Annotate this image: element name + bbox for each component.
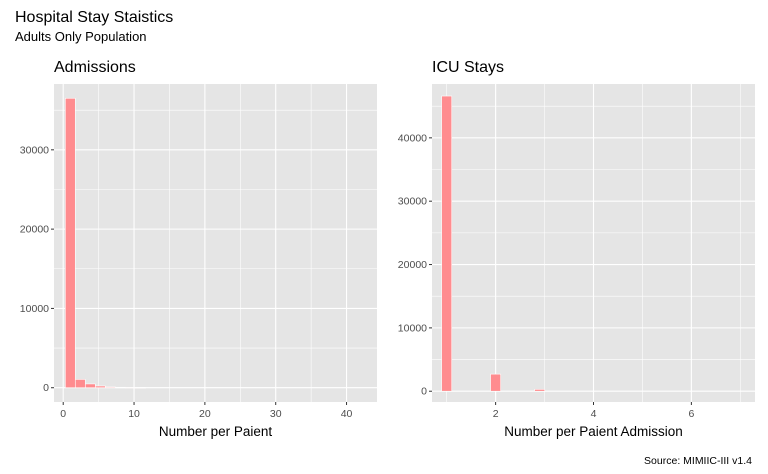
histogram-bar xyxy=(534,389,546,392)
panel-title: Admissions xyxy=(54,59,136,76)
figure-subtitle: Adults Only Population xyxy=(15,29,147,44)
histogram-bar xyxy=(135,387,146,389)
panel-background xyxy=(54,84,377,402)
panel-title: ICU Stays xyxy=(432,59,504,76)
figure-caption: Source: MIMIIC-III v1.4 xyxy=(644,455,752,467)
x-tick-label: 10 xyxy=(128,408,140,420)
y-tick-label: 0 xyxy=(421,386,427,398)
histogram-bar xyxy=(490,373,501,392)
x-axis-title: Number per Paient xyxy=(159,424,273,439)
y-tick-label: 10000 xyxy=(20,303,49,315)
y-tick-label: 10000 xyxy=(398,322,427,334)
y-tick-label: 30000 xyxy=(398,196,427,208)
y-tick-label: 40000 xyxy=(398,132,427,144)
x-tick-label: 0 xyxy=(60,408,66,420)
x-tick-label: 40 xyxy=(341,408,353,420)
histogram-bar xyxy=(441,95,453,392)
histogram-bar xyxy=(74,379,86,389)
x-tick-label: 4 xyxy=(591,408,597,420)
histogram-bar xyxy=(105,386,116,389)
histogram-bar xyxy=(115,386,126,389)
y-tick-label: 20000 xyxy=(20,224,49,236)
histogram-bar xyxy=(64,97,76,389)
x-tick-label: 6 xyxy=(688,408,694,420)
panel-2: 2 4 6 0 10000 20000 30000 40000 ICU Stays Number … xyxy=(398,59,755,439)
y-tick-label: 0 xyxy=(43,382,49,394)
x-tick-label: 2 xyxy=(493,408,499,420)
histogram-bar xyxy=(95,385,106,389)
histogram-bar xyxy=(125,387,136,389)
histogram-bar xyxy=(85,383,96,389)
y-tick-label: 20000 xyxy=(398,259,427,271)
panel-1: 0 10 20 30 40 0 10000 20000 30000 Admissions Numbe… xyxy=(20,59,377,439)
x-tick-label: 20 xyxy=(199,408,211,420)
figure-title: Hospital Stay Staistics xyxy=(15,9,173,26)
x-axis-title: Number per Paient Admission xyxy=(504,424,683,439)
x-tick-label: 30 xyxy=(270,408,282,420)
chart-panels: 0 10 20 30 400100002000030000AdmissionsNumbe… xyxy=(20,59,755,439)
y-tick-label: 30000 xyxy=(20,144,49,156)
